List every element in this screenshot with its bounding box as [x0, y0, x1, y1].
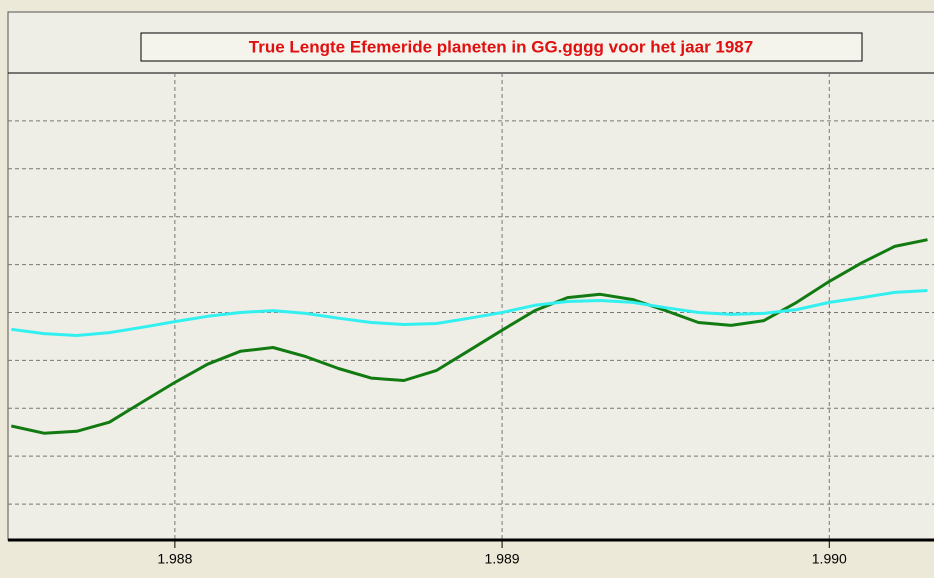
chart-title: True Lengte Efemeride planeten in GG.ggg…: [249, 37, 753, 56]
x-tick-label: 1.989: [485, 551, 520, 567]
plot-frame: [7, 11, 934, 541]
series-line: [11, 289, 928, 337]
title-box: [140, 32, 863, 62]
x-tick-label: 1.990: [812, 551, 847, 567]
x-tick-label: 1.988: [157, 551, 192, 567]
series-line: [10, 238, 928, 435]
